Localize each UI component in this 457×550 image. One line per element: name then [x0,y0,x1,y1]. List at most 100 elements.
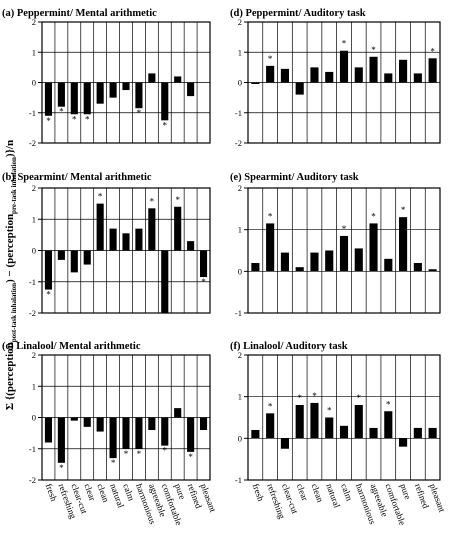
bar [199,417,208,430]
bar [399,438,408,447]
y-tick-label: 1 [32,47,36,57]
panel-title: (a) Peppermint/ Mental arithmetic [2,8,157,19]
bar [310,67,319,83]
bar [369,427,378,439]
bar [70,250,78,273]
bar [44,250,53,290]
y-tick-label: 1 [238,392,242,402]
panel-title: (c) Linalool/ Mental arithmetic [2,341,141,352]
bar [339,235,349,272]
category-label: fresh [251,482,267,503]
bar [109,82,117,98]
significance-marker: * [297,393,302,403]
y-tick-label: -1 [235,308,242,318]
significance-marker: * [98,192,103,202]
bar [83,250,91,265]
significance-marker: * [268,54,273,64]
bar [280,438,289,449]
bar [57,417,65,463]
bar [399,59,408,83]
bar [369,223,378,272]
significance-marker: * [430,46,435,56]
bar [325,417,334,439]
bar [295,267,304,272]
bar [199,250,208,278]
y-tick-label: 2 [32,17,36,27]
panel-title: (b) Spearmint/ Mental arithmetic [2,172,152,183]
bar [96,82,104,104]
significance-marker: * [357,393,362,403]
y-axis-label-part: Σ {(perception [4,342,16,410]
bar [310,402,319,439]
significance-marker: * [268,401,273,411]
bar [174,206,182,251]
bar [109,228,117,251]
y-tick-label: 1 [32,214,36,224]
bar [174,76,182,83]
significance-marker: * [371,45,376,55]
y-tick-label: -1 [235,108,242,118]
bar [295,82,304,95]
significance-marker: * [72,114,77,124]
significance-marker: * [371,211,376,221]
significance-marker: * [342,39,347,49]
y-tick-label: 1 [238,225,242,235]
panel-d: (d) Peppermint/ Auditory task -2 -1 0 1 2 * * * * [230,8,441,148]
bar [428,269,437,272]
significance-marker: * [46,116,51,126]
bar [325,71,334,83]
significance-marker: * [268,211,273,221]
significance-marker: * [59,463,64,473]
y-tick-label: 2 [238,350,242,360]
bar [148,208,156,251]
significance-marker: * [59,107,64,117]
bar [83,82,91,115]
bar [109,417,117,459]
bar [187,417,195,452]
significance-marker: * [137,108,142,118]
bar [57,82,65,107]
bar [122,233,130,251]
bar [161,250,169,313]
significance-marker: * [342,224,347,234]
significance-marker: * [85,114,90,124]
bar [148,417,156,430]
category-label: clean [310,482,326,504]
y-tick-label: -1 [29,444,36,454]
y-tick-label: -1 [29,108,36,118]
y-tick-label: -2 [29,138,36,148]
y-tick-label: 2 [32,350,36,360]
y-tick-label: 2 [238,183,242,193]
bar [122,417,130,449]
bar [325,250,334,272]
bar [280,68,289,83]
category-label: pleasant [428,482,448,514]
bar [174,408,182,418]
bar [399,217,408,272]
bar [70,417,78,421]
y-tick-label: 1 [238,47,242,57]
y-tick-label: -1 [235,475,242,485]
bar [187,82,195,97]
bar [369,56,378,83]
category-label: clear [295,482,310,502]
y-tick-label: -1 [29,277,36,287]
panel-title: (f) Linalool/ Auditory task [230,341,348,352]
bar [161,417,169,446]
y-tick-label: -2 [235,138,242,148]
y-axis-label: Σ {(perceptionpost-task inhalation) − (p… [4,140,18,410]
y-tick-label: 1 [32,381,36,391]
significance-marker: * [188,452,193,462]
bar [295,405,304,439]
category-label: pure [398,482,413,500]
bar [135,417,143,449]
bar [96,203,104,251]
y-tick-label: 0 [32,413,36,423]
bar [310,252,319,272]
bar [187,241,195,251]
bar [384,258,393,272]
bar [148,73,156,83]
bar [413,73,422,83]
significance-marker: * [386,399,391,409]
